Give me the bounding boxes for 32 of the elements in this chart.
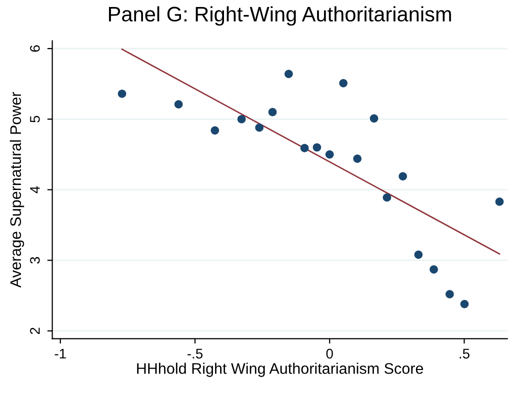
x-tick-label: .5 xyxy=(460,348,470,359)
point xyxy=(268,108,277,116)
y-tick-label: 4 xyxy=(30,186,40,194)
point xyxy=(414,250,423,259)
point xyxy=(118,90,126,98)
point xyxy=(398,172,408,180)
y-tick-label: 3 xyxy=(30,257,40,264)
point xyxy=(284,70,293,78)
x-tick-label: -.5 xyxy=(188,348,203,359)
chart-title: Panel G: Right-Wing Authoritarianism xyxy=(108,6,451,26)
x-axis-title: HHhold Right Wing Authoritarianism Score xyxy=(137,362,424,377)
point xyxy=(353,154,362,163)
point xyxy=(339,78,348,88)
point xyxy=(210,126,220,135)
y-tick-label: 6 xyxy=(30,45,40,52)
point xyxy=(382,193,392,202)
point xyxy=(325,150,334,159)
point xyxy=(174,100,183,108)
point xyxy=(370,114,378,123)
point xyxy=(255,123,264,132)
x-tick-label: 0 xyxy=(326,348,333,359)
point xyxy=(300,144,309,152)
point xyxy=(430,265,438,274)
y-tick-label: 2 xyxy=(30,328,40,334)
point xyxy=(312,143,322,152)
y-axis-title: Average Supernatural Power xyxy=(10,92,24,288)
y-tick-label: 5 xyxy=(30,116,40,122)
point xyxy=(495,198,504,206)
point xyxy=(237,114,246,124)
x-tick-label: -1 xyxy=(54,348,66,358)
point xyxy=(446,290,454,298)
point xyxy=(460,300,469,308)
